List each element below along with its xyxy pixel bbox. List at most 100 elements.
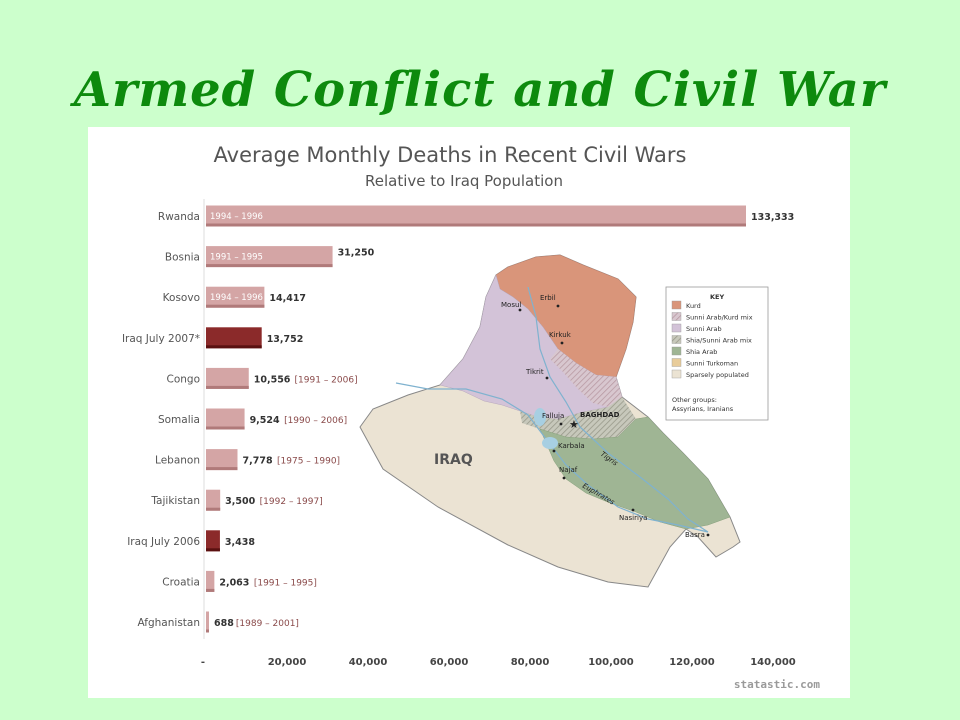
city-label-mosul: Mosul <box>501 301 521 309</box>
x-tick-label: 20,000 <box>268 657 307 668</box>
chart-panel: Average Monthly Deaths in Recent Civil W… <box>88 127 850 698</box>
range-label: 1994 – 1996 <box>210 293 263 303</box>
bar <box>206 489 221 511</box>
key-note: Assyrians, Iranians <box>672 405 734 413</box>
city-dot <box>562 476 566 480</box>
tigris-river <box>527 286 709 533</box>
range-label: [1989 – 2001] <box>236 619 299 629</box>
city-label-baghdad: BAGHDAD <box>580 411 620 419</box>
value-label: 133,333 <box>751 212 794 223</box>
category-label: Rwanda <box>158 211 200 223</box>
city-dot <box>552 449 556 453</box>
range-label: [1991 – 1995] <box>254 578 317 588</box>
iraq-ethnic-map: Mosul Erbil Kirkuk Tikrit Falluja BAGHDA… <box>359 254 769 588</box>
key-label: Sunni Arab/Kurd mix <box>686 314 753 322</box>
x-tick-label: 80,000 <box>511 657 550 668</box>
bar <box>206 611 209 633</box>
chart-graphic: Average Monthly Deaths in Recent Civil W… <box>122 143 820 691</box>
city-dot <box>556 304 560 308</box>
key-label: Kurd <box>686 302 701 310</box>
key-note: Other groups: <box>672 396 717 404</box>
bar <box>206 367 249 389</box>
euphrates-river <box>395 382 709 533</box>
key-swatch <box>671 369 682 379</box>
lake <box>542 437 558 449</box>
bar-shadow <box>206 426 245 430</box>
x-tick-label: - <box>201 657 205 668</box>
bar-shadow <box>206 467 238 471</box>
bar <box>206 449 238 471</box>
bar-shadow <box>206 629 209 633</box>
bar-shadow <box>206 385 249 389</box>
city-label-erbil: Erbil <box>540 294 556 302</box>
chart-title: Average Monthly Deaths in Recent Civil W… <box>214 143 687 167</box>
value-label: 688 <box>214 618 234 629</box>
map-mix-zone <box>550 349 622 407</box>
capital-star-icon: ★ <box>569 419 579 431</box>
city-label-karbala: Karbala <box>558 442 585 450</box>
chart-subtitle: Relative to Iraq Population <box>365 172 563 190</box>
category-label: Afghanistan <box>137 617 200 629</box>
range-label: 1991 – 1995 <box>210 253 263 263</box>
value-label: 9,524 <box>250 415 280 426</box>
category-label: Congo <box>167 373 201 385</box>
bar-shadow <box>206 345 262 349</box>
key-title: KEY <box>710 293 724 301</box>
bar-shadow <box>206 507 221 511</box>
category-label: Iraq July 2006 <box>127 536 200 548</box>
city-dot <box>631 508 635 512</box>
bar-shadow <box>206 304 265 308</box>
city-label-tikrit: Tikrit <box>525 368 544 376</box>
bar-shadow <box>206 548 220 552</box>
category-label: Lebanon <box>155 455 200 467</box>
city-dot <box>560 341 564 345</box>
city-dot <box>545 376 549 380</box>
bar <box>206 570 215 592</box>
bar <box>206 205 746 227</box>
category-label: Bosnia <box>165 252 200 264</box>
country-label: IRAQ <box>434 452 473 468</box>
x-tick-label: 60,000 <box>430 657 469 668</box>
map-shia-sunni-mix-zone <box>520 397 636 439</box>
lake <box>534 408 546 426</box>
category-label: Somalia <box>158 414 200 426</box>
category-label: Tajikistan <box>150 495 200 507</box>
category-label: Kosovo <box>163 292 200 304</box>
range-label: [1992 – 1997] <box>260 497 323 507</box>
value-label: 10,556 <box>254 374 291 385</box>
category-label: Croatia <box>162 576 200 588</box>
key-swatch <box>671 300 682 310</box>
bar-shadow <box>206 264 333 268</box>
bar <box>206 530 220 552</box>
bar <box>206 408 245 430</box>
value-label: 13,752 <box>267 334 304 345</box>
bar-shadow <box>206 588 215 592</box>
x-axis-ticks: - 20,000 40,000 60,000 80,000 100,000 120,000 1… <box>201 657 796 668</box>
range-label: [1990 – 2006] <box>284 416 347 426</box>
value-label: 2,063 <box>219 577 249 588</box>
key-box <box>665 286 769 421</box>
key-label: Shia Arab <box>686 348 717 356</box>
key-swatch <box>671 312 682 321</box>
city-label-najaf: Najaf <box>559 466 578 474</box>
x-tick-label: 40,000 <box>349 657 388 668</box>
value-label: 14,417 <box>269 293 306 304</box>
range-label: 1994 – 1996 <box>210 212 263 222</box>
key-label: Sunni Turkoman <box>686 360 738 368</box>
category-label: Iraq July 2007* <box>122 333 200 345</box>
value-label: 7,778 <box>243 456 273 467</box>
key-swatch <box>671 358 682 367</box>
value-label: 31,250 <box>338 248 375 259</box>
map-key: KEY Kurd Sunni Arab/Kurd mix Sunni Arab Shi… <box>665 286 769 421</box>
key-swatch <box>671 323 682 333</box>
city-label-falluja: Falluja <box>542 412 564 420</box>
bar <box>206 327 262 349</box>
bar-shadow <box>206 223 746 227</box>
brand-watermark: statastic.com <box>734 678 820 691</box>
bar-series: Rwanda 133,333 1994 – 1996 Bosnia 31,250 1991… <box>122 205 794 633</box>
slide-title: Armed Conflict and Civil War <box>73 62 887 118</box>
range-label: [1975 – 1990] <box>277 457 340 467</box>
bar <box>206 246 333 268</box>
key-swatch <box>671 335 682 344</box>
city-label-kirkuk: Kirkuk <box>549 331 572 339</box>
